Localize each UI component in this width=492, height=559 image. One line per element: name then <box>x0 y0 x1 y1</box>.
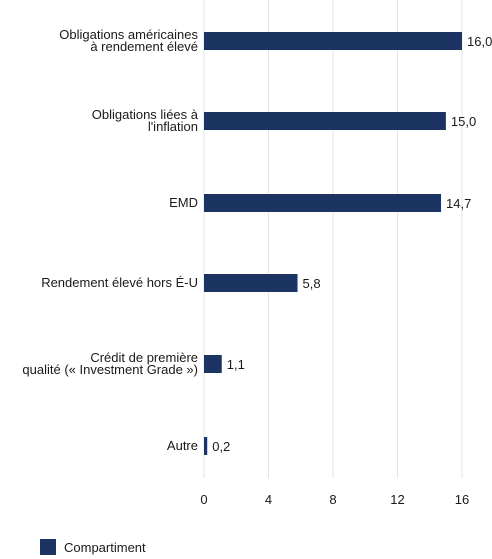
bar-1 <box>204 112 446 130</box>
category-label-3-0: Rendement élevé hors É-U <box>41 275 198 290</box>
category-label-0-1: à rendement élevé <box>90 39 198 54</box>
value-labels: 16,0 15,0 14,7 5,8 1,1 0,2 <box>212 34 492 454</box>
category-label-1-1: l'inflation <box>148 119 198 134</box>
legend-swatch <box>40 539 56 555</box>
category-label-4-1: qualité (« Investment Grade ») <box>22 362 198 377</box>
bars <box>204 32 462 455</box>
value-label-4: 1,1 <box>227 357 245 372</box>
bar-0 <box>204 32 462 50</box>
x-axis-ticks: 0 4 8 12 16 <box>200 492 469 507</box>
bar-3 <box>204 274 298 292</box>
category-label-2-0: EMD <box>169 195 198 210</box>
legend: Compartiment <box>40 539 146 555</box>
value-label-2: 14,7 <box>446 196 471 211</box>
x-tick-label-1: 4 <box>265 492 272 507</box>
bar-4 <box>204 355 222 373</box>
bar-5 <box>204 437 208 455</box>
category-label-5-0: Autre <box>167 438 198 453</box>
x-tick-label-2: 8 <box>329 492 336 507</box>
bar-2 <box>204 194 442 212</box>
category-label-1-0: Obligations liées à <box>92 107 199 122</box>
x-tick-label-4: 16 <box>455 492 469 507</box>
grid-lines <box>203 0 463 478</box>
value-label-5: 0,2 <box>212 439 230 454</box>
legend-label: Compartiment <box>64 539 146 555</box>
value-label-0: 16,0 <box>467 34 492 49</box>
category-label-0-0: Obligations américaines <box>59 27 198 42</box>
x-tick-label-3: 12 <box>390 492 404 507</box>
value-label-3: 5,8 <box>303 276 321 291</box>
category-label-4-0: Crédit de première <box>90 350 198 365</box>
x-tick-label-0: 0 <box>200 492 207 507</box>
value-label-1: 15,0 <box>451 114 476 129</box>
